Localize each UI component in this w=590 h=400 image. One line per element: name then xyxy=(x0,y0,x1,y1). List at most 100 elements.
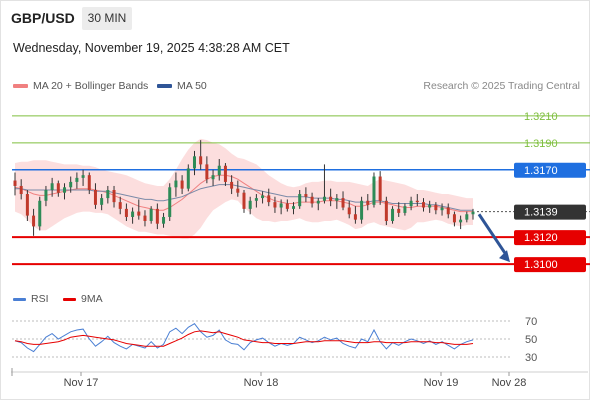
legend-9ma: 9MA xyxy=(63,293,103,305)
legend-rsi-label: RSI xyxy=(31,293,49,305)
ma50-line xyxy=(15,184,473,211)
rsi-tick-label: 70 xyxy=(525,316,537,328)
candle-body xyxy=(75,177,79,182)
candle-body xyxy=(459,219,463,223)
candle-body xyxy=(87,175,91,190)
rsi-swatch xyxy=(13,297,26,301)
candle-body xyxy=(267,195,271,203)
candle-body xyxy=(236,188,240,193)
last-price-label: 1.3139 xyxy=(524,207,558,219)
candle-body xyxy=(434,204,438,211)
candle-body xyxy=(298,194,302,207)
level-label-1.3170: 1.3170 xyxy=(524,165,558,177)
candle-body xyxy=(335,198,339,201)
x-tick-label: Nov 19 xyxy=(424,377,459,389)
candle-body xyxy=(186,168,190,189)
candle-body xyxy=(428,204,432,208)
x-tick-label: Nov 17 xyxy=(64,377,99,389)
rsi-ma9-line xyxy=(14,330,474,347)
legend-ma20-bb: MA 20 + Bollinger Bands xyxy=(13,80,148,92)
candle-body xyxy=(69,181,73,188)
candle-body xyxy=(341,198,345,208)
forecast-arrow-head xyxy=(499,250,510,263)
candle-body xyxy=(149,208,153,221)
legend-9ma-label: 9MA xyxy=(81,293,103,305)
candle-body xyxy=(248,200,252,209)
last-price-tag xyxy=(514,204,586,220)
candle-body xyxy=(347,207,351,215)
candle-body xyxy=(310,196,314,204)
candle-body xyxy=(273,202,277,208)
forecast-arrow-shaft xyxy=(477,213,509,257)
x-tick-label: Nov 18 xyxy=(244,377,279,389)
candle-body xyxy=(391,208,395,221)
candle-body xyxy=(174,180,178,188)
candle-body xyxy=(292,206,296,209)
legend-rsi: RSI xyxy=(13,293,49,305)
candle-body xyxy=(384,200,388,221)
candle-body xyxy=(124,208,128,217)
level-tag-1.3120 xyxy=(514,230,586,246)
rsi-tick-label: 30 xyxy=(525,352,537,364)
candle-body xyxy=(471,211,475,215)
candle-body xyxy=(285,203,289,209)
symbol-title: GBP/USD xyxy=(11,10,75,26)
candle-body xyxy=(168,187,172,217)
candle-body xyxy=(397,208,401,213)
level-label-1.3100: 1.3100 xyxy=(524,259,558,271)
candle-body xyxy=(230,181,234,189)
candle-body xyxy=(360,200,364,220)
level-tag-1.3100 xyxy=(514,257,586,273)
candle-body xyxy=(180,180,184,189)
candle-body xyxy=(242,192,246,209)
candle-body xyxy=(329,196,333,201)
x-tick-label: Nov 28 xyxy=(492,377,527,389)
timeframe-badge[interactable]: 30 MIN xyxy=(82,7,132,30)
candle-body xyxy=(440,207,444,211)
level-label-1.3190: 1.3190 xyxy=(524,138,558,150)
candle-body xyxy=(162,216,166,224)
candle-body xyxy=(19,185,23,195)
candle-body xyxy=(50,183,54,190)
candle-body xyxy=(44,190,48,201)
research-credit: Research © 2025 Trading Central xyxy=(423,80,580,92)
candle-body xyxy=(81,175,85,178)
candle-body xyxy=(446,207,450,215)
timestamp: Wednesday, November 19, 2025 4:38:28 AM … xyxy=(13,41,290,55)
candle-body xyxy=(261,195,265,199)
candle-body xyxy=(100,198,104,205)
candle-body xyxy=(366,200,370,205)
candle-body xyxy=(378,176,382,201)
candle-body xyxy=(254,198,258,201)
candle-body xyxy=(353,214,357,220)
ma20-line xyxy=(14,174,473,213)
candle-body xyxy=(304,194,308,197)
candle-body xyxy=(13,180,17,186)
candle-body xyxy=(403,206,407,213)
candle-body xyxy=(118,202,122,209)
candle-body xyxy=(279,203,283,208)
candle-body xyxy=(421,202,425,208)
candle-body xyxy=(32,215,36,227)
legend-ma50: MA 50 xyxy=(157,80,207,92)
candle-body xyxy=(137,211,141,216)
candle-body xyxy=(223,165,227,182)
rsi-line xyxy=(14,323,474,353)
candle-body xyxy=(63,187,67,193)
candle-body xyxy=(56,183,60,193)
ma50-swatch xyxy=(157,84,172,89)
candle-body xyxy=(25,194,29,216)
candle-body xyxy=(465,214,469,220)
ma9-swatch xyxy=(63,297,76,301)
candle-body xyxy=(199,156,203,165)
candle-body xyxy=(415,200,419,203)
rsi-tick-label: 50 xyxy=(525,334,537,346)
candle-body xyxy=(316,200,320,204)
candle-body xyxy=(372,176,376,205)
candle-body xyxy=(211,175,215,180)
candle-body xyxy=(131,211,135,217)
level-label-1.3120: 1.3120 xyxy=(524,232,558,244)
candle-body xyxy=(112,190,116,203)
candle-body xyxy=(205,164,209,180)
